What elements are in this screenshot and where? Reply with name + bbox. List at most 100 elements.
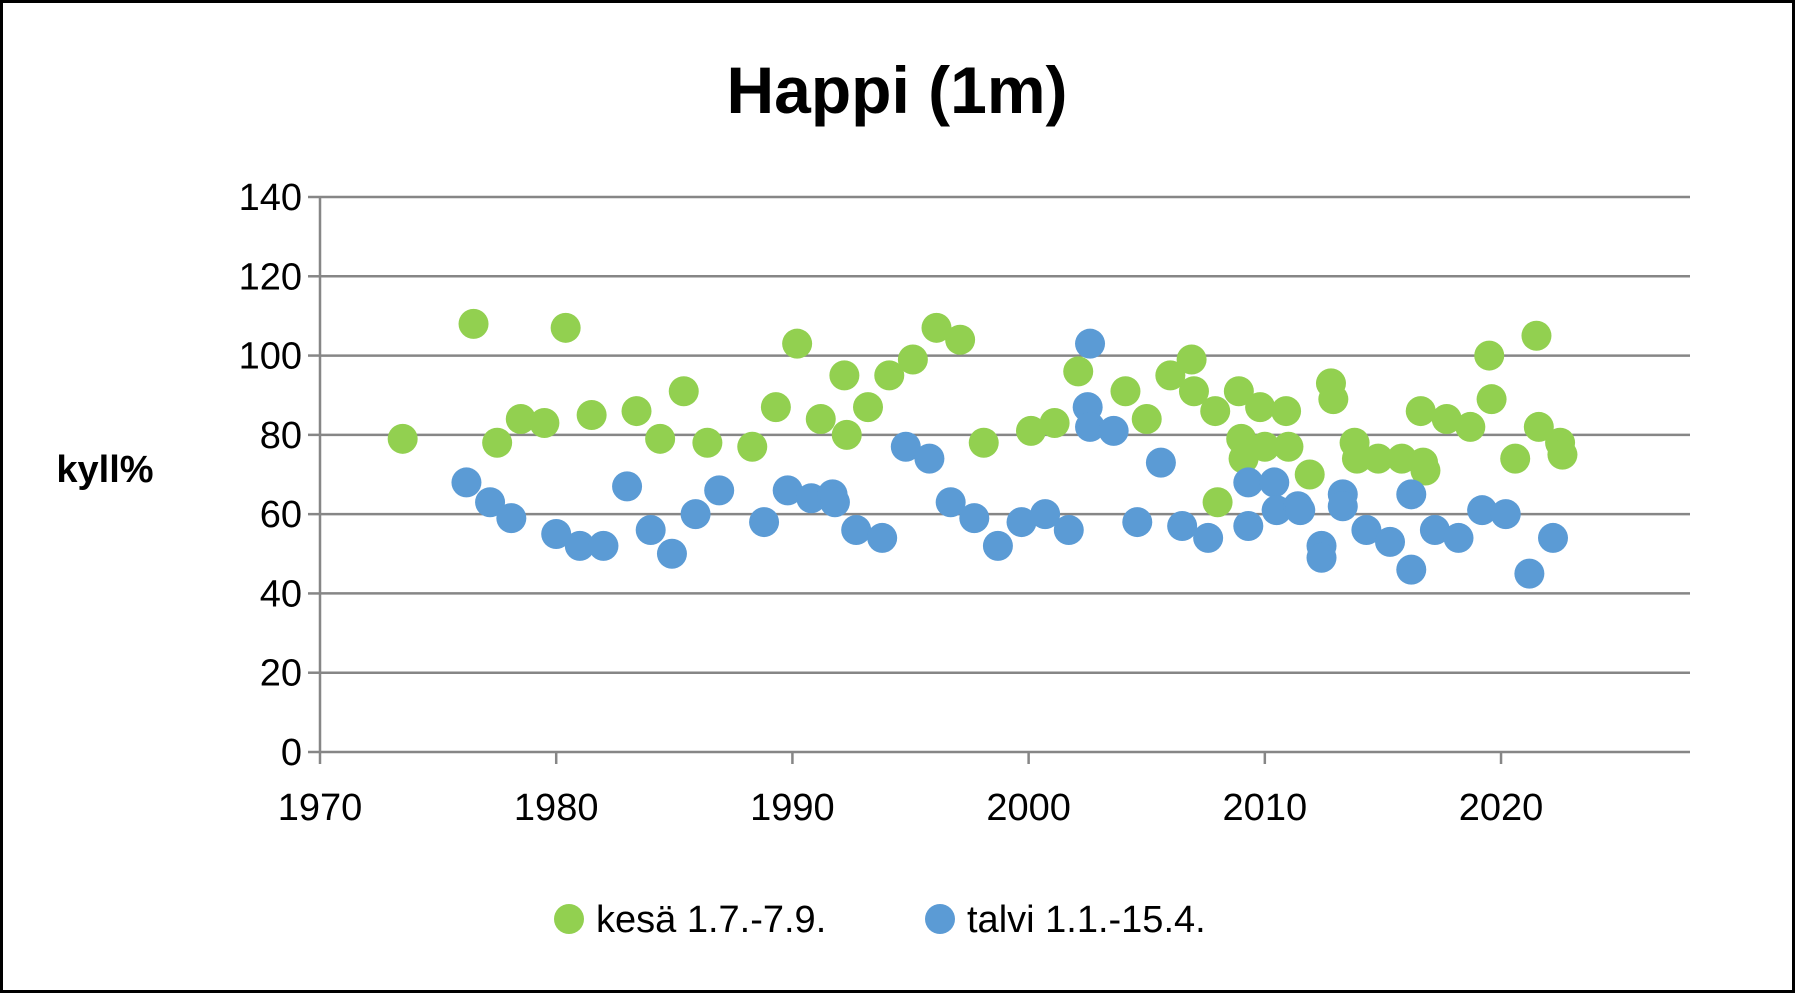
data-point: [1233, 511, 1264, 542]
data-point: [1396, 479, 1427, 510]
legend: kesä 1.7.-7.9. talvi 1.1.-15.4.: [554, 899, 1206, 941]
data-point: [1193, 522, 1224, 553]
gridlines: [320, 195, 1690, 674]
data-point: [1131, 404, 1162, 434]
data-point: [1178, 376, 1209, 407]
data-point: [1245, 392, 1276, 423]
data-point: [1271, 396, 1302, 427]
data-point: [1375, 526, 1406, 557]
data-point: [1006, 507, 1037, 538]
x-tick-label: 2010: [1223, 787, 1308, 829]
data-point: [945, 324, 976, 355]
data-point: [588, 530, 619, 561]
data-point: [874, 360, 905, 391]
data-point: [1318, 384, 1349, 415]
data-point: [737, 431, 768, 462]
data-point: [760, 392, 791, 423]
data-point: [921, 312, 952, 343]
data-point: [982, 530, 1013, 561]
data-point: [1063, 356, 1094, 387]
series-kesa-points: [387, 308, 1578, 518]
data-point: [853, 392, 883, 423]
data-point: [1015, 415, 1046, 446]
y-tick-label: 80: [260, 415, 302, 457]
data-point: [482, 427, 513, 458]
data-point: [1476, 384, 1507, 415]
data-point: [680, 499, 711, 530]
data-point: [1273, 431, 1304, 462]
data-point: [1306, 542, 1337, 573]
legend-marker-talvi: [925, 904, 955, 934]
data-point: [635, 515, 666, 545]
data-point: [831, 419, 862, 450]
data-point: [1233, 467, 1264, 498]
data-point: [1294, 459, 1325, 490]
x-tick-label: 1980: [514, 787, 599, 829]
y-tick-labels: 0 20 40 60 80 100 120 140: [239, 177, 302, 774]
data-point: [1455, 411, 1486, 442]
data-point: [1030, 499, 1061, 530]
data-point: [805, 404, 836, 434]
data-point: [1122, 507, 1153, 538]
data-point: [668, 376, 699, 407]
data-point: [1155, 360, 1186, 391]
data-point: [1176, 344, 1207, 375]
data-point: [772, 475, 803, 506]
y-tick-label: 0: [281, 732, 302, 774]
data-point: [1202, 487, 1233, 518]
data-point: [1443, 522, 1474, 553]
data-point: [829, 360, 860, 391]
series-talvi-points: [451, 328, 1568, 589]
data-point: [1351, 515, 1382, 545]
data-point: [621, 396, 652, 427]
data-point: [451, 467, 482, 498]
data-point: [1467, 495, 1498, 526]
x-tick-label: 1970: [278, 787, 363, 829]
data-point: [1405, 396, 1436, 427]
data-point: [529, 407, 560, 438]
data-point: [1145, 447, 1176, 478]
y-tick-label: 20: [260, 653, 302, 695]
data-point: [890, 431, 921, 462]
data-point: [1410, 455, 1441, 486]
data-point: [656, 538, 687, 569]
data-point: [564, 530, 595, 561]
data-point: [897, 344, 928, 375]
data-point: [749, 507, 780, 538]
data-point: [1200, 396, 1231, 427]
y-tick-label: 140: [239, 177, 302, 219]
y-tick-label: 120: [239, 256, 302, 298]
data-point: [1075, 328, 1106, 359]
data-point: [1167, 511, 1198, 542]
data-point: [1110, 376, 1141, 407]
chart-title: Happi (1m): [726, 53, 1067, 127]
data-point: [475, 487, 506, 518]
data-point: [1500, 443, 1531, 474]
data-point: [782, 328, 813, 359]
data-point: [935, 487, 966, 518]
x-tick-label: 2000: [986, 787, 1071, 829]
data-point: [505, 404, 536, 434]
data-point: [1363, 443, 1394, 474]
data-point: [692, 427, 723, 458]
data-point: [541, 518, 572, 549]
axes: [308, 195, 1690, 764]
y-tick-label: 100: [239, 336, 302, 378]
y-tick-label: 60: [260, 494, 302, 536]
data-point: [1547, 439, 1578, 470]
x-tick-label: 2020: [1459, 787, 1544, 829]
data-point: [1259, 467, 1290, 498]
data-point: [704, 475, 735, 506]
data-point: [1341, 443, 1372, 474]
legend-label-kesa: kesä 1.7.-7.9.: [596, 899, 826, 941]
data-point: [1285, 495, 1316, 526]
data-point: [1075, 411, 1106, 442]
data-point: [959, 503, 990, 534]
legend-label-talvi: talvi 1.1.-15.4.: [967, 899, 1206, 941]
data-point: [968, 427, 999, 458]
y-tick-label: 40: [260, 573, 302, 615]
data-point: [1514, 558, 1545, 589]
data-point: [1474, 340, 1505, 371]
